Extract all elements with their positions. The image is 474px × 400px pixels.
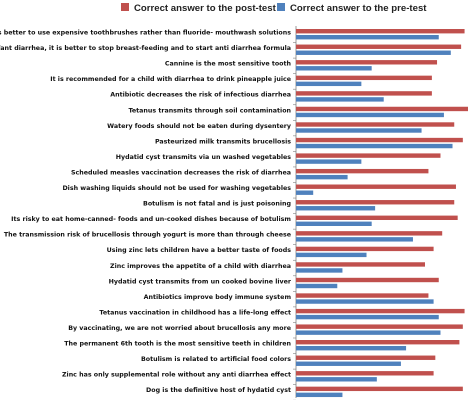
pre-test-bar — [296, 128, 422, 133]
post-test-bar — [296, 168, 429, 174]
pre-test-bar — [296, 361, 401, 366]
legend-label-post: Correct answer to the post-test — [134, 3, 277, 14]
post-test-bar — [296, 308, 465, 314]
pre-test-bar — [296, 143, 453, 149]
category-label: Pasteurized milk transmits brucellosis — [155, 138, 291, 145]
category-label: Hydatid cyst transmits from un cooked bo… — [109, 278, 292, 285]
pre-test-bar — [296, 97, 384, 102]
post-test-bar — [296, 200, 455, 205]
pre-test-bar — [296, 206, 376, 211]
category-label: Watery foods should not be eaten during … — [107, 123, 291, 130]
post-test-bar — [296, 355, 436, 360]
legend: Correct answer to the post-test Correct … — [121, 3, 427, 14]
category-label: Dog is the definitive host of hydatid cy… — [146, 387, 291, 394]
pre-test-bar — [296, 392, 343, 398]
category-label: Botulism is not fatal and is just poison… — [143, 201, 291, 208]
post-test-bar — [296, 371, 434, 376]
pre-test-bar — [296, 314, 439, 320]
category-label: Zinc has only supplemental role without … — [62, 372, 291, 379]
pre-test-bar — [296, 283, 338, 289]
post-test-bar — [296, 106, 468, 112]
category-label: Using zinc lets children have a better t… — [107, 247, 292, 254]
pre-test-bar — [296, 50, 451, 55]
pre-test-bar — [296, 330, 441, 335]
post-test-bar — [296, 277, 439, 283]
post-test-bar — [296, 137, 463, 143]
post-test-bar — [296, 262, 425, 267]
pre-test-bar — [296, 252, 367, 258]
pre-test-bar — [296, 112, 444, 118]
post-test-bar — [296, 386, 463, 392]
post-test-bar — [296, 293, 429, 298]
category-label: Hydatid cyst transmits via un washed veg… — [116, 154, 292, 161]
category-label: It is recommended for a child with diarr… — [50, 76, 291, 83]
pre-test-bar — [296, 159, 362, 164]
category-label: Its risky to eat home-canned- foods and … — [11, 216, 291, 223]
category-label: The permanent 6th tooth is the most sens… — [64, 341, 291, 348]
category-label: Antibiotics improve body immune system — [144, 294, 292, 301]
post-test-bar — [296, 75, 432, 81]
post-test-bar — [296, 153, 441, 158]
pre-test-bar — [296, 377, 377, 382]
category-label: By vaccinating, we are not worried about… — [68, 325, 291, 332]
pre-test-bar — [296, 66, 372, 71]
legend-item-post: Correct answer to the post-test — [121, 3, 277, 14]
pre-test-bar — [296, 268, 343, 273]
post-test-bar — [296, 340, 460, 345]
pre-test-bar — [296, 346, 407, 351]
category-label: The transmission risk of brucellosis thr… — [4, 232, 291, 239]
legend-swatch-pre — [277, 3, 285, 11]
post-test-bar — [296, 29, 465, 34]
category-label: Botulism is related to artificial food c… — [141, 356, 291, 363]
category-label: Cannine is the most sensitive tooth — [165, 61, 291, 68]
category-label: Tetanus vaccination in childhood has a l… — [99, 309, 291, 316]
pre-test-bar — [296, 35, 439, 40]
category-label: Dish washing liquids should not be used … — [62, 185, 291, 192]
category-label: Zinc improves the appetite of a child wi… — [110, 263, 291, 270]
category-label: Scheduled measles vaccination decreases … — [71, 169, 291, 176]
pre-test-bar — [296, 174, 348, 180]
post-test-bar — [296, 246, 434, 252]
post-test-bar — [296, 324, 463, 329]
category-label: It is better to use expensive toothbrush… — [0, 30, 291, 37]
post-test-bar — [296, 122, 455, 127]
pre-test-bar — [296, 237, 413, 242]
category-label: Tetanus transmits through soil contamina… — [128, 107, 291, 114]
post-test-bar — [296, 91, 432, 96]
post-test-bar — [296, 215, 458, 220]
pre-test-bar — [296, 221, 372, 226]
category-label: For infant diarrhea, it is better to sto… — [0, 45, 291, 52]
post-test-bar — [296, 231, 443, 236]
post-test-bar — [296, 184, 456, 189]
post-test-bar — [296, 44, 462, 49]
pre-test-bar — [296, 190, 314, 195]
category-label: Antibiotic decreases the risk of infecti… — [110, 92, 291, 99]
pre-test-bar — [296, 81, 362, 87]
legend-swatch-post — [121, 3, 129, 11]
legend-item-pre: Correct answer to the pre-test — [277, 3, 427, 14]
pre-test-bar — [296, 299, 434, 304]
post-test-bar — [296, 60, 438, 65]
legend-label-pre: Correct answer to the pre-test — [290, 3, 427, 14]
plot-area: It is better to use expensive toothbrush… — [0, 29, 468, 400]
